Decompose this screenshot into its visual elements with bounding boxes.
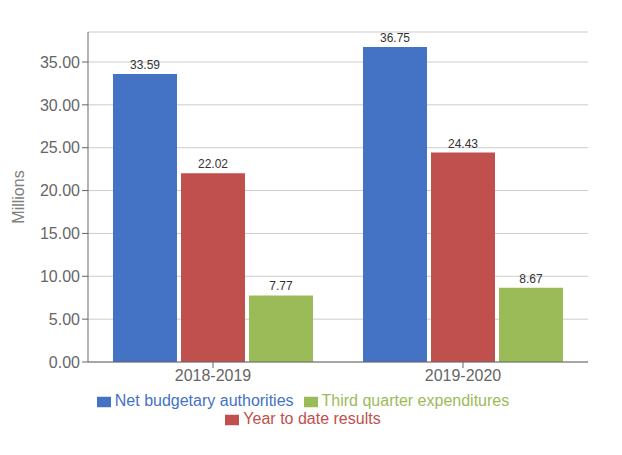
svg-text:33.59: 33.59 [130,58,160,72]
svg-text:20.00: 20.00 [40,182,80,199]
svg-text:22.02: 22.02 [198,157,228,171]
svg-text:36.75: 36.75 [380,31,410,45]
svg-text:24.43: 24.43 [448,137,478,151]
html-text:Net budgetary authorities: Net budgetary authorities [114,392,294,409]
svg-text:5.00: 5.00 [49,311,80,328]
html-text:Year to date results: Year to date results [243,410,381,427]
svg-text:30.00: 30.00 [40,97,80,114]
svg-text:10.00: 10.00 [40,268,80,285]
svg-text:Millions: Millions [10,170,27,223]
svg-text:0.00: 0.00 [49,354,80,371]
svg-text:2018-2019: 2018-2019 [175,367,252,384]
svg-text:35.00: 35.00 [40,54,80,71]
svg-text:8.67: 8.67 [519,272,543,286]
svg-text:2019-2020: 2019-2020 [425,367,502,384]
svg-text:25.00: 25.00 [40,139,80,156]
html-text:Third quarter expenditures: Third quarter expenditures [321,392,510,409]
svg-text:7.77: 7.77 [269,279,293,293]
svg-text:15.00: 15.00 [40,225,80,242]
